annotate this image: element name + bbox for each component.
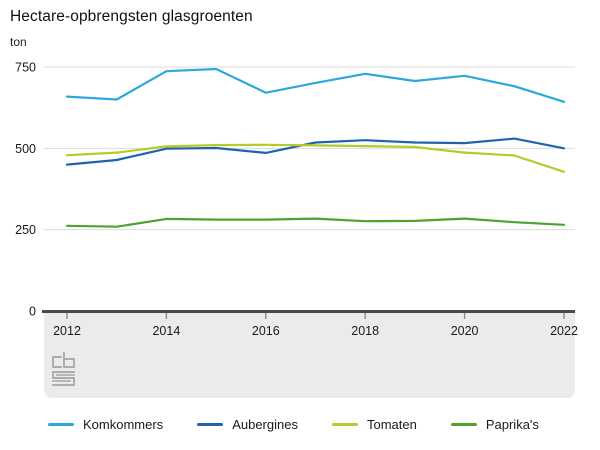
cbs-logo-s-inner — [52, 374, 75, 382]
legend-item-tomaten[interactable]: Tomaten — [331, 417, 417, 432]
x-axis-band — [44, 312, 575, 398]
y-axis-labels: 0 250 500 750 — [15, 61, 36, 319]
x-axis-tick-label: 2018 — [351, 324, 379, 338]
legend-item-aubergines[interactable]: Aubergines — [197, 417, 298, 432]
y-axis-tick-label: 0 — [29, 305, 36, 319]
y-axis-tick-label: 250 — [15, 223, 36, 237]
y-axis-unit-label: ton — [10, 35, 27, 49]
x-axis-tick-label: 2012 — [53, 324, 81, 338]
cbs-logo — [52, 352, 75, 386]
legend-item-paprikas[interactable]: Paprika's — [450, 417, 539, 432]
legend-swatch — [331, 423, 358, 426]
legend-swatch — [48, 423, 74, 426]
data-series — [65, 67, 566, 228]
legend-label: Tomaten — [366, 417, 417, 432]
y-axis-tick-label: 500 — [15, 142, 36, 156]
cbs-logo-s — [52, 371, 75, 386]
legend-label: Komkommers — [83, 417, 164, 432]
series-line-komkommers — [65, 67, 566, 103]
x-axis-tick-label: 2014 — [152, 324, 180, 338]
chart-title: Hectare-opbrengsten glasgroenten — [10, 8, 253, 25]
legend: Komkommers Aubergines Tomaten Paprika's — [48, 417, 539, 432]
x-axis-tick-label: 2022 — [550, 324, 578, 338]
cbs-logo-c — [52, 356, 62, 368]
legend-swatch — [450, 423, 477, 426]
line-chart: 0 250 500 750 2012 2014 2016 2018 2020 2022 — [15, 61, 578, 398]
y-axis-tick-label: 750 — [15, 61, 36, 75]
legend-label: Paprika's — [485, 417, 539, 432]
legend-label: Aubergines — [232, 417, 298, 432]
x-axis-tick-label: 2016 — [252, 324, 280, 338]
legend-item-komkommers[interactable]: Komkommers — [48, 417, 163, 432]
gridlines — [44, 66, 575, 231]
x-axis-tick-label: 2020 — [451, 324, 479, 338]
cbs-logo-b — [63, 352, 75, 368]
series-line-paprikas — [65, 217, 566, 228]
x-axis-ticks: 2012 2014 2016 2018 2020 2022 — [53, 313, 578, 338]
legend-swatch — [197, 423, 224, 426]
series-line-tomaten — [65, 143, 566, 173]
series-line-aubergines — [65, 137, 566, 166]
